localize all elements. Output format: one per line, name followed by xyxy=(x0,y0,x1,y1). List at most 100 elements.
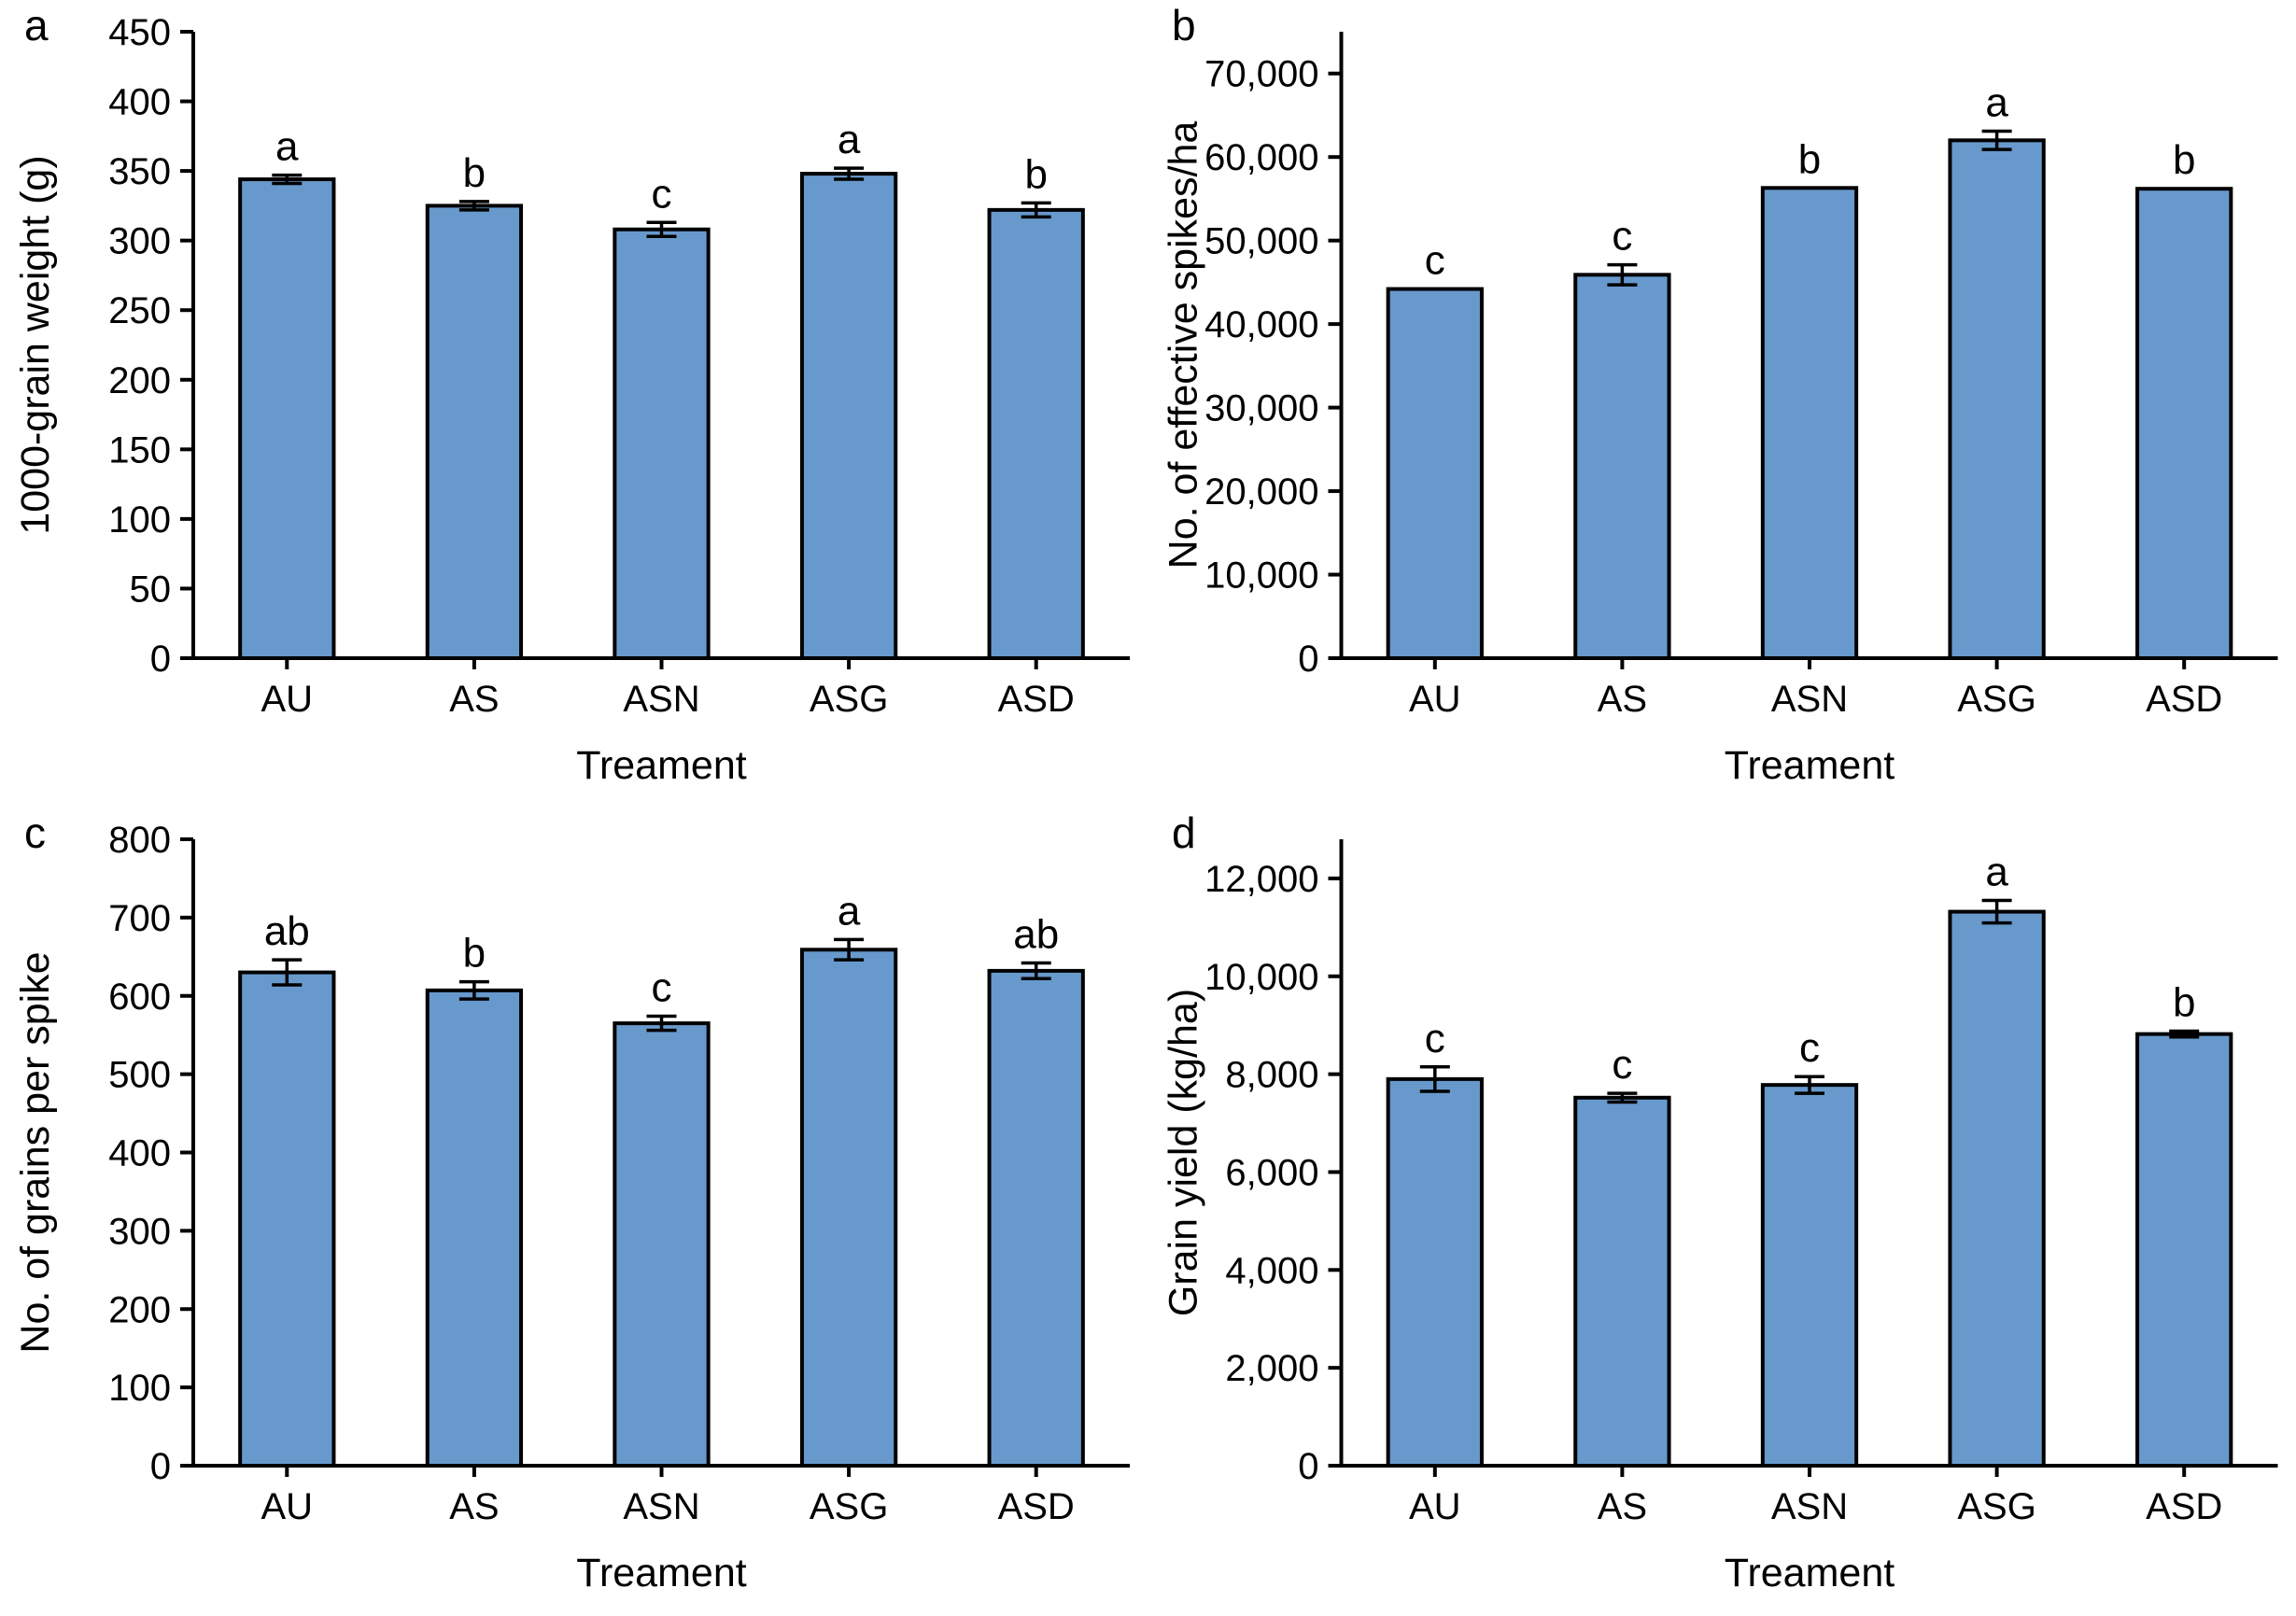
y-tick-label: 70,000 xyxy=(1204,54,1318,95)
x-tick-label-ASG: ASG xyxy=(1957,1486,2035,1527)
bar-AS xyxy=(425,204,524,660)
y-tick-label: 0 xyxy=(150,1446,171,1487)
y-tick-label: 800 xyxy=(108,820,171,861)
panel-b-chart: 0 10,000 20,000 30,000 40,000 50,000 60,000 70,… xyxy=(1162,32,2278,788)
y-tick-label: 300 xyxy=(108,1211,171,1252)
panel-c: c 0 100 200 300 400 500 600 700 800 No. of grains… xyxy=(0,808,1148,1616)
x-tick-label-AS: AS xyxy=(1598,679,1647,720)
bar-ASD xyxy=(987,207,1085,661)
x-tick-label-ASN: ASN xyxy=(1771,679,1848,720)
sig-letter-ASN: b xyxy=(1798,136,1821,182)
x-tick-label-ASD: ASD xyxy=(998,679,1075,720)
y-tick-label: 4,000 xyxy=(1225,1250,1318,1291)
panel-b-letter: b xyxy=(1172,1,1196,49)
bar-ASD xyxy=(987,968,1085,1468)
panel-a: a 0 50 100 150 200 250 300 350 400 450 1000-grain … xyxy=(0,0,1148,808)
y-axis-title: No. of effective spikes/ha xyxy=(1162,121,1206,569)
y-tick-label: 300 xyxy=(108,221,171,262)
y-tick-label: 0 xyxy=(1298,1446,1318,1487)
panel-d-letter: d xyxy=(1172,808,1196,857)
x-tick-label-ASD: ASD xyxy=(2146,679,2222,720)
x-tick-label-ASG: ASG xyxy=(810,1486,888,1527)
bar-AU xyxy=(1386,1076,1484,1468)
panel-d: d 0 2,000 4,000 6,000 8,000 10,000 12,000 Grain… xyxy=(1148,808,2296,1616)
sig-letter-AS: c xyxy=(1612,1042,1632,1088)
bar-ASG xyxy=(1948,909,2046,1468)
x-tick-label-ASG: ASG xyxy=(810,679,888,720)
y-axis-title: Grain yield (kg/ha) xyxy=(1162,989,1206,1316)
panel-a-letter: a xyxy=(24,1,49,49)
x-tick-label-AS: AS xyxy=(449,1486,499,1527)
panel-a-chart: 0 50 100 150 200 250 300 350 400 450 1000-grain we… xyxy=(13,12,1130,788)
bar-ASN xyxy=(613,227,711,660)
x-tick-label-ASN: ASN xyxy=(623,679,699,720)
x-tick-label-ASN: ASN xyxy=(1771,1486,1848,1527)
y-tick-label: 150 xyxy=(108,429,171,471)
bar-AU xyxy=(238,970,336,1468)
x-tick-label-ASD: ASD xyxy=(2146,1486,2222,1527)
x-axis-title: Treament xyxy=(576,1551,746,1595)
sig-letter-ASG: a xyxy=(1985,850,2008,895)
y-tick-label: 400 xyxy=(108,1133,171,1174)
y-tick-label: 500 xyxy=(108,1055,171,1096)
panel-c-letter: c xyxy=(24,808,46,857)
sig-letter-AS: c xyxy=(1612,214,1632,260)
y-tick-label: 400 xyxy=(108,82,171,123)
bar-ASG xyxy=(799,948,898,1468)
sig-letter-ASG: a xyxy=(1985,79,2008,125)
y-tick-label: 200 xyxy=(108,360,171,401)
y-tick-label: 2,000 xyxy=(1225,1348,1318,1389)
y-tick-label: 0 xyxy=(1298,639,1318,680)
sig-letter-ASD: b xyxy=(2173,979,2195,1025)
sig-letter-ASD: ab xyxy=(1013,912,1059,958)
sig-letter-ASD: b xyxy=(1024,151,1047,197)
y-tick-label: 20,000 xyxy=(1204,471,1318,513)
bar-ASN xyxy=(613,1021,711,1468)
x-tick-label-ASG: ASG xyxy=(1957,679,2035,720)
bar-ASN xyxy=(1760,1083,1859,1468)
y-tick-label: 40,000 xyxy=(1204,304,1318,345)
x-tick-label-AU: AU xyxy=(261,1486,314,1527)
y-tick-label: 600 xyxy=(108,977,171,1018)
y-tick-label: 60,000 xyxy=(1204,137,1318,178)
panel-c-chart: 0 100 200 300 400 500 600 700 800 No. of grains p… xyxy=(13,820,1130,1595)
y-tick-label: 350 xyxy=(108,151,171,192)
bar-ASG xyxy=(1948,138,2046,661)
bar-AU xyxy=(1386,287,1484,660)
sig-letter-AU: a xyxy=(275,124,299,170)
sig-letter-AU: c xyxy=(1425,238,1445,284)
x-tick-label-AS: AS xyxy=(1598,1486,1647,1527)
y-axis-title: 1000-grain weight (g) xyxy=(13,155,58,534)
y-tick-label: 6,000 xyxy=(1225,1152,1318,1193)
sig-letter-AS: b xyxy=(463,150,486,196)
x-tick-label-AU: AU xyxy=(1409,1486,1461,1527)
bar-ASN xyxy=(1760,186,1859,660)
y-tick-label: 700 xyxy=(108,898,171,939)
y-tick-label: 10,000 xyxy=(1204,957,1318,998)
bar-ASD xyxy=(2135,1032,2233,1468)
x-tick-label-ASD: ASD xyxy=(998,1486,1075,1527)
y-tick-label: 50,000 xyxy=(1204,221,1318,262)
bar-ASD xyxy=(2135,187,2233,660)
sig-letter-ASN: c xyxy=(1799,1025,1820,1071)
x-tick-label-ASN: ASN xyxy=(623,1486,699,1527)
y-tick-label: 30,000 xyxy=(1204,388,1318,429)
sig-letter-AU: ab xyxy=(264,908,310,954)
x-axis-title: Treament xyxy=(1725,1551,1895,1595)
x-axis-title: Treament xyxy=(1725,743,1895,788)
y-tick-label: 0 xyxy=(150,639,171,680)
bar-AS xyxy=(1573,273,1671,660)
bar-AU xyxy=(238,177,336,660)
sig-letter-ASD: b xyxy=(2173,137,2195,183)
sig-letter-AU: c xyxy=(1425,1016,1445,1061)
y-tick-label: 250 xyxy=(108,290,171,331)
y-tick-label: 200 xyxy=(108,1289,171,1330)
y-tick-label: 10,000 xyxy=(1204,555,1318,597)
bar-AS xyxy=(425,988,524,1468)
sig-letter-ASG: a xyxy=(838,117,861,162)
bar-ASG xyxy=(799,172,898,661)
bar-AS xyxy=(1573,1095,1671,1468)
y-tick-label: 100 xyxy=(108,499,171,541)
x-tick-label-AS: AS xyxy=(449,679,499,720)
